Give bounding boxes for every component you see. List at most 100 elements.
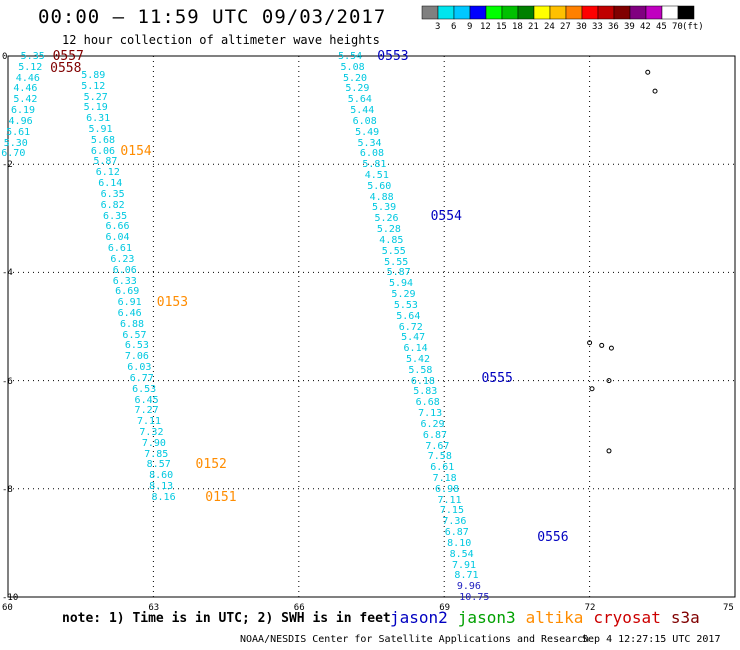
wave-height-value: 7.58 [427, 451, 452, 463]
color-scale-tick: 24 [544, 22, 555, 32]
wave-height-value: 6.03 [127, 362, 152, 374]
color-scale-tick: 6 [451, 22, 457, 32]
wave-height-value: 8.54 [449, 548, 474, 560]
island-outline [606, 378, 612, 384]
wave-height-value: 10.75 [459, 592, 490, 603]
wave-height-value: 6.61 [430, 462, 455, 474]
wave-height-value: 7.67 [425, 440, 450, 452]
wave-height-value: 6.46 [117, 307, 142, 319]
longitude-tick-label: 60 [2, 603, 13, 613]
wave-height-value: 5.94 [389, 278, 414, 290]
wave-height-value: 6.68 [415, 397, 440, 409]
color-scale-tick: 45 [656, 22, 667, 32]
color-scale-tick: 21 [528, 22, 539, 32]
wave-height-value: 5.42 [405, 353, 431, 365]
pass-time-label: 0558 [50, 60, 82, 76]
wave-height-value: 5.89 [81, 69, 106, 81]
wave-height-value: 6.19 [10, 105, 36, 117]
wave-height-value: 5.55 [381, 245, 406, 257]
wave-height-value: 6.33 [112, 275, 137, 287]
color-scale-tick: 36 [608, 22, 619, 32]
wave-height-value: 6.14 [98, 178, 123, 190]
wave-height-value: 7.18 [432, 472, 457, 484]
wave-height-value: 5.12 [18, 61, 43, 73]
wave-height-value: 6.69 [115, 286, 140, 298]
wave-height-value: 5.30 [3, 137, 28, 149]
color-scale-tick: 33 [592, 22, 603, 32]
latitude-tick-label: -4 [2, 268, 13, 279]
color-scale-tick: 27 [560, 22, 571, 32]
island-outline [589, 386, 595, 392]
wave-height-value: 6.31 [86, 113, 111, 125]
color-scale-tick: 9 [467, 22, 473, 32]
wave-height-value: 8.13 [149, 481, 174, 493]
color-swatch [677, 5, 695, 20]
wave-height-value: 6.45 [134, 394, 159, 406]
wave-height-value: 6.53 [124, 340, 149, 352]
wave-height-value: 7.36 [442, 516, 467, 528]
wave-height-value: 5.55 [384, 256, 409, 268]
wave-height-value: 5.29 [345, 83, 370, 95]
wave-height-value: 6.35 [103, 210, 128, 222]
pass-time-label: 0153 [156, 295, 189, 311]
wave-height-value: 6.66 [105, 221, 130, 233]
wave-height-value: 5.47 [401, 332, 426, 344]
wave-height-value: 5.87 [93, 156, 118, 168]
wave-height-value: 6.98 [435, 483, 460, 495]
island-outline [652, 88, 658, 94]
color-scale-unit: (ft) [682, 22, 704, 32]
color-scale-tick: 39 [624, 22, 635, 32]
wave-height-value: 4.88 [369, 191, 394, 203]
wave-height-value: 9.96 [456, 581, 481, 593]
wave-height-value: 5.54 [338, 51, 363, 62]
wave-height-value: 6.53 [132, 383, 157, 395]
island-outline [606, 448, 612, 454]
longitude-tick-label: 63 [148, 603, 160, 613]
wave-height-value: 6.87 [444, 527, 469, 539]
wave-height-value: 5.68 [90, 134, 116, 146]
wave-height-value: 6.61 [107, 243, 132, 255]
units-note: note: 1) Time is in UTC; 2) SWH is in fe… [62, 611, 391, 626]
credit-timestamp: Sep 4 12:27:15 UTC 2017 [582, 634, 721, 645]
island-outline [587, 340, 593, 346]
wave-height-value: 5.28 [376, 224, 401, 236]
wave-height-value: 6.18 [410, 375, 435, 387]
wave-height-value: 6.88 [120, 318, 145, 330]
satellite-legend-jason2: jason2 [390, 608, 448, 627]
wave-height-value: 5.53 [393, 299, 418, 311]
wave-height-value: 8.16 [151, 491, 176, 503]
wave-height-value: 4.46 [15, 72, 40, 84]
wave-height-value: 6.29 [420, 418, 445, 430]
color-scale-tick: 15 [496, 22, 507, 32]
wave-height-value: 5.61 [6, 126, 31, 138]
wave-height-value: 8.57 [146, 459, 171, 471]
island-outline [645, 69, 651, 75]
wave-height-value: 7.15 [439, 505, 464, 517]
map-frame [7, 55, 736, 598]
wave-height-value: 4.85 [379, 234, 404, 246]
latitude-tick-label: -6 [2, 376, 13, 387]
pass-time-label: 0555 [481, 370, 513, 386]
wave-height-value: 8.10 [447, 537, 472, 549]
pass-time-label: 0152 [195, 457, 227, 473]
wave-height-value: 6.77 [129, 372, 154, 384]
wave-height-value: 6.08 [352, 115, 377, 127]
page-subtitle: 12 hour collection of altimeter wave hei… [62, 33, 380, 47]
satellite-legend-cryosat: cryosat [593, 608, 661, 627]
wave-height-value: 8.60 [149, 470, 174, 482]
color-scale-bar [421, 5, 695, 20]
longitude-tick-label: 66 [293, 603, 305, 613]
wave-height-value: 6.70 [1, 148, 26, 160]
wave-height-value: 6.04 [105, 232, 130, 244]
wave-height-value: 5.64 [347, 94, 372, 106]
satellite-legend-altika: altika [525, 608, 584, 627]
wave-height-value: 5.64 [396, 310, 421, 322]
wave-height-value: 6.12 [95, 167, 120, 179]
wave-height-value: 6.06 [90, 145, 116, 157]
wave-height-value: 6.57 [122, 329, 147, 341]
wave-height-value: 6.72 [398, 321, 423, 333]
wave-height-value: 7.91 [452, 559, 477, 571]
wave-height-value: 6.35 [100, 188, 125, 200]
